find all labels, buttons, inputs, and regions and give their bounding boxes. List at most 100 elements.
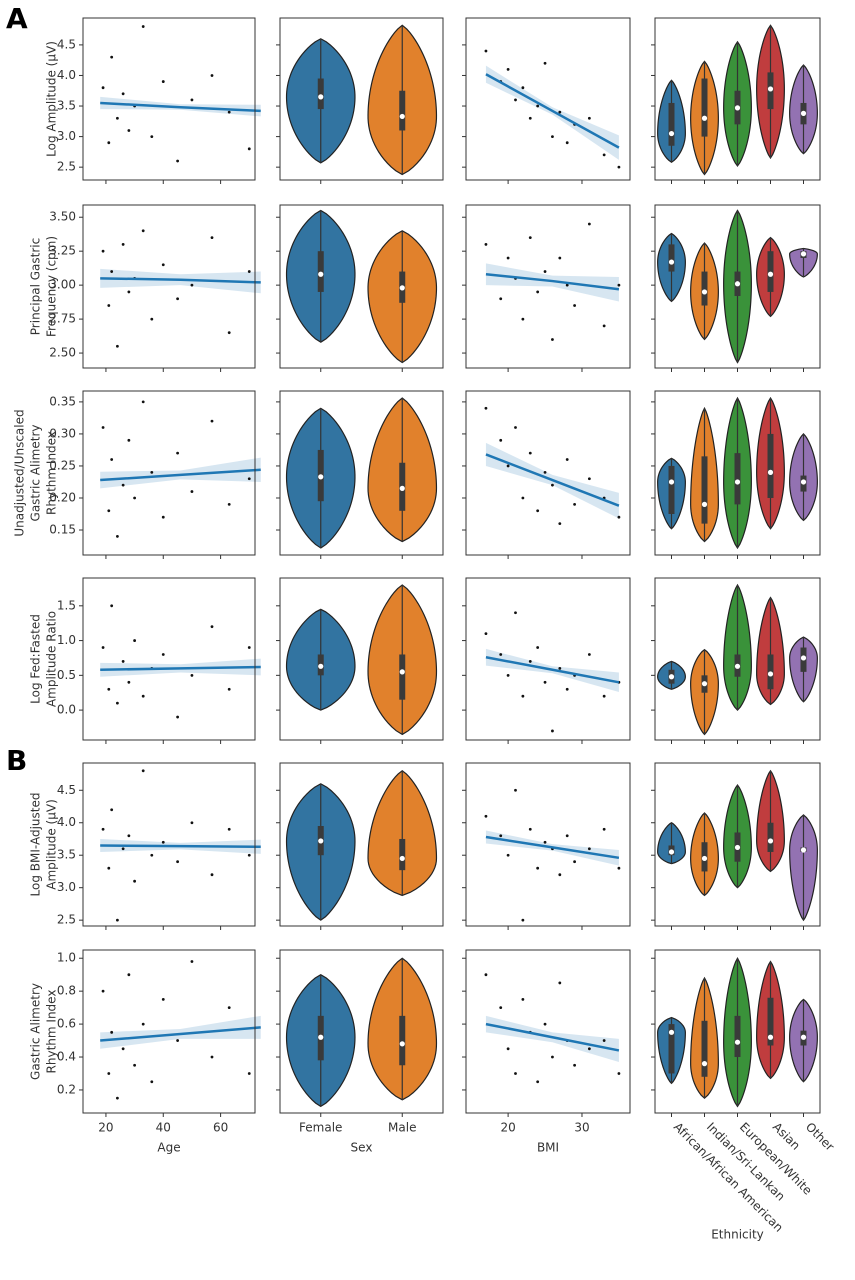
point: [617, 165, 621, 169]
box: [701, 271, 708, 306]
point: [551, 338, 554, 341]
y-tick-label: 0.20: [49, 490, 76, 504]
figure-label: A: [6, 2, 28, 35]
median: [399, 285, 405, 291]
point: [536, 646, 540, 649]
panel-frame: [279, 204, 444, 369]
point: [107, 304, 111, 307]
point: [558, 666, 562, 670]
point: [110, 808, 114, 812]
box: [767, 251, 774, 292]
point: [617, 283, 621, 287]
y-tick-label: 0.6: [57, 1017, 76, 1031]
y-axis-label: Gastric Alimetry: [29, 983, 43, 1080]
point: [573, 1063, 576, 1067]
median: [800, 110, 807, 116]
confidence-band: [100, 268, 261, 294]
point: [161, 653, 165, 656]
point: [101, 249, 105, 253]
point: [521, 496, 525, 500]
panel-frame: [82, 577, 256, 741]
y-axis-label: Log Amplitude (μV): [45, 41, 59, 157]
point: [484, 242, 488, 246]
y-tick-label: 0.15: [49, 523, 76, 537]
x-tick-label: 40: [156, 1121, 171, 1135]
point: [543, 470, 547, 474]
point: [587, 477, 591, 481]
confidence-band: [485, 263, 619, 302]
point: [514, 788, 517, 792]
panel-frame: [82, 762, 256, 927]
point: [543, 840, 547, 844]
point: [150, 317, 154, 321]
point: [565, 687, 569, 691]
point: [551, 483, 554, 487]
fit-line: [485, 835, 620, 860]
point: [536, 290, 540, 294]
point: [141, 769, 145, 773]
point: [190, 490, 194, 493]
point: [121, 242, 125, 246]
point: [150, 853, 154, 857]
point: [150, 135, 154, 138]
fit-line: [100, 1026, 261, 1042]
x-tick-label: Female: [299, 1121, 342, 1135]
point: [247, 853, 251, 857]
point: [176, 451, 180, 455]
median: [318, 838, 324, 844]
y-tick-label: 0.30: [49, 426, 76, 440]
point: [141, 400, 145, 404]
point: [565, 141, 569, 145]
point: [176, 297, 180, 301]
point: [617, 1072, 621, 1075]
box: [399, 838, 406, 871]
median: [767, 271, 774, 277]
point: [506, 673, 510, 677]
point: [161, 997, 165, 1001]
point: [121, 847, 125, 851]
point: [558, 873, 562, 877]
point: [121, 92, 125, 96]
point: [127, 290, 131, 294]
point: [499, 438, 503, 442]
point: [484, 973, 488, 977]
y-axis-label: Unadjusted/Unscaled: [13, 409, 27, 536]
median: [399, 669, 405, 675]
point: [499, 653, 503, 656]
point: [101, 827, 105, 831]
point: [506, 1047, 510, 1051]
point: [161, 840, 165, 844]
fit-line: [485, 273, 620, 291]
median: [668, 1029, 675, 1035]
box: [701, 1020, 708, 1077]
point: [536, 104, 540, 108]
y-tick-label: 3.25: [49, 244, 76, 258]
panel-frame: [654, 762, 821, 927]
point: [602, 827, 606, 831]
point: [602, 1039, 606, 1042]
median: [767, 469, 774, 475]
point: [110, 55, 114, 59]
point: [558, 522, 562, 526]
point: [587, 1047, 591, 1051]
median: [668, 849, 675, 855]
y-tick-label: 1.0: [57, 951, 76, 965]
x-tick-label: 20: [98, 1121, 113, 1135]
point: [536, 1080, 540, 1084]
median: [734, 281, 741, 287]
y-axis-label: Gastric Alimetry: [29, 425, 43, 522]
point: [101, 646, 105, 649]
y-tick-label: 3.50: [49, 210, 76, 224]
point: [107, 1072, 111, 1075]
point: [543, 270, 547, 273]
panel-frame: [465, 762, 631, 927]
median: [668, 479, 675, 485]
y-tick-label: 4.0: [57, 68, 76, 82]
x-axis-label: Age: [157, 1141, 180, 1155]
fit-line: [485, 73, 620, 149]
point: [558, 256, 562, 260]
point: [514, 98, 517, 102]
median: [668, 130, 675, 137]
point: [150, 470, 154, 474]
point: [521, 86, 525, 90]
